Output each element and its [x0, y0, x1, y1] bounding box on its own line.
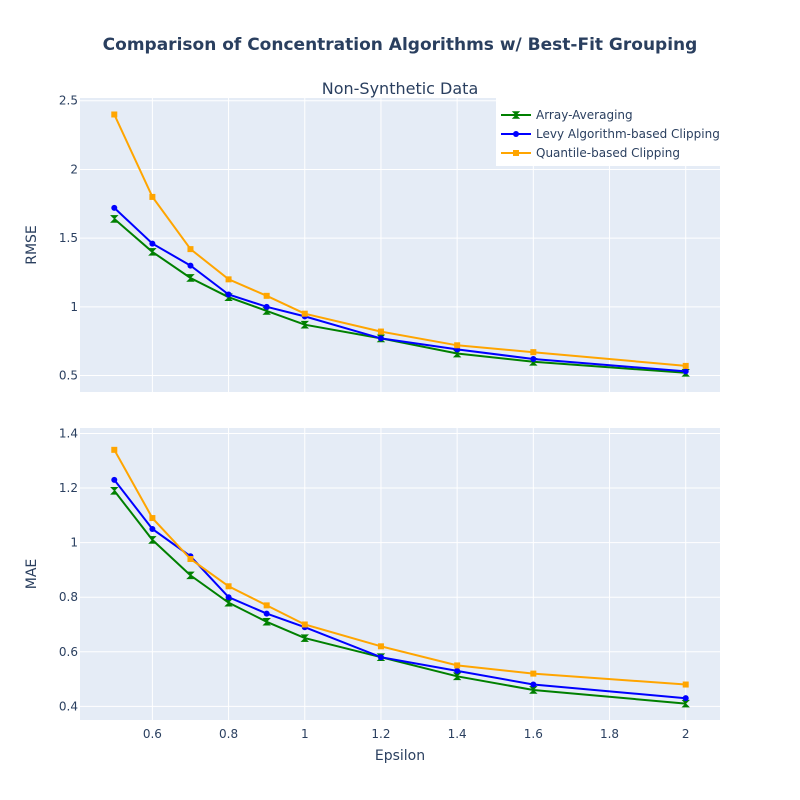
legend-item-levy-algorithm-based-clipping[interactable]: Levy Algorithm-based Clipping [501, 127, 720, 141]
data-point-quantile-based-clipping [187, 246, 194, 253]
data-point-array-averaging [262, 617, 271, 626]
y-tick-label: 0.5 [59, 369, 78, 383]
data-point-quantile-based-clipping [187, 555, 194, 562]
legend-background [496, 98, 722, 166]
data-point-array-averaging [300, 634, 309, 642]
subplot-title: Non-Synthetic Data [322, 79, 479, 98]
data-point-quantile-based-clipping [377, 328, 384, 335]
data-point-quantile-based-clipping [111, 446, 118, 453]
y-tick-label: 0.6 [59, 645, 78, 659]
series-quantile-based-clipping-top [111, 111, 689, 369]
y-tick-label: 1 [70, 536, 78, 550]
legend-swatch-marker [513, 150, 519, 156]
x-tick-label: 0.8 [219, 727, 238, 741]
data-point-quantile-based-clipping [149, 515, 156, 522]
data-point-levy-algorithm-based-clipping [377, 335, 384, 342]
data-point-array-averaging [186, 571, 195, 580]
data-point-levy-algorithm-based-clipping [263, 303, 270, 310]
data-point-quantile-based-clipping [225, 583, 232, 590]
data-point-levy-algorithm-based-clipping [225, 291, 232, 298]
data-point-levy-algorithm-based-clipping [111, 204, 118, 211]
data-point-quantile-based-clipping [682, 362, 689, 369]
data-point-quantile-based-clipping [149, 193, 156, 200]
data-point-array-averaging [110, 486, 119, 495]
data-point-array-averaging [148, 536, 157, 544]
y-tick-label: 1.2 [59, 481, 78, 495]
data-point-quantile-based-clipping [454, 662, 461, 669]
data-point-quantile-based-clipping [530, 349, 537, 356]
data-point-levy-algorithm-based-clipping [149, 525, 156, 532]
data-point-levy-algorithm-based-clipping [530, 356, 537, 363]
data-point-quantile-based-clipping [263, 292, 270, 299]
data-point-quantile-based-clipping [682, 681, 689, 688]
y-tick-label: 1 [70, 300, 78, 314]
y-tick-label: 2.5 [59, 94, 78, 108]
data-point-levy-algorithm-based-clipping [377, 654, 384, 661]
x-tick-label: 1.8 [600, 727, 619, 741]
series-levy-algorithm-based-clipping-top [111, 204, 689, 375]
series-quantile-based-clipping-bottom [111, 446, 689, 688]
data-point-quantile-based-clipping [301, 310, 308, 317]
x-tick-label: 0.6 [143, 727, 162, 741]
legend-swatch-marker [513, 131, 519, 137]
series-array-averaging-top [110, 215, 690, 377]
data-point-quantile-based-clipping [530, 670, 537, 677]
data-point-quantile-based-clipping [377, 643, 384, 650]
series-line-quantile-based-clipping [113, 449, 686, 686]
data-point-levy-algorithm-based-clipping [530, 681, 537, 688]
x-tick-label: 1.4 [448, 727, 467, 741]
y-tick-label: 0.8 [59, 590, 78, 604]
data-point-quantile-based-clipping [225, 276, 232, 283]
data-point-levy-algorithm-based-clipping [682, 695, 689, 702]
y-axis-title-top: RMSE [24, 225, 40, 265]
data-point-quantile-based-clipping [263, 602, 270, 609]
legend-item-array-averaging[interactable]: Array-Averaging [501, 108, 633, 122]
series-line-levy-algorithm-based-clipping [113, 207, 686, 373]
data-point-quantile-based-clipping [301, 621, 308, 628]
data-point-array-averaging [148, 248, 157, 256]
data-point-levy-algorithm-based-clipping [682, 368, 689, 375]
x-tick-label: 1.6 [524, 727, 543, 741]
x-tick-label: 2 [682, 727, 690, 741]
series-line-array-averaging [113, 490, 686, 705]
y-tick-label: 2 [70, 162, 78, 176]
legend-label: Levy Algorithm-based Clipping [536, 127, 720, 141]
y-tick-label: 1.5 [59, 231, 78, 245]
legend-label: Quantile-based Clipping [536, 146, 680, 160]
legend-swatch-marker [511, 111, 521, 119]
y-tick-label: 1.4 [59, 426, 78, 440]
legend-item-quantile-based-clipping[interactable]: Quantile-based Clipping [501, 146, 680, 160]
x-tick-label: 1 [301, 727, 309, 741]
plot-area-bottom [80, 428, 720, 720]
series-line-array-averaging [113, 218, 686, 374]
data-point-array-averaging [300, 320, 309, 329]
y-tick-label: 0.4 [59, 699, 78, 713]
x-axis-title: Epsilon [375, 748, 425, 764]
y-axis-title-bottom: MAE [24, 559, 40, 590]
data-point-array-averaging [186, 274, 195, 282]
series-line-quantile-based-clipping [113, 114, 686, 367]
series-line-levy-algorithm-based-clipping [113, 479, 686, 700]
data-point-quantile-based-clipping [111, 111, 118, 118]
data-point-levy-algorithm-based-clipping [149, 240, 156, 247]
data-point-levy-algorithm-based-clipping [187, 262, 194, 269]
panel-bottom: 0.6 0.8 1 1.2 1.4 1.6 1.8 2 0.4 0.6 0.8 1 1.2 1.4 MAE E… [24, 426, 720, 764]
data-point-array-averaging [110, 215, 119, 223]
data-point-levy-algorithm-based-clipping [263, 610, 270, 617]
data-point-levy-algorithm-based-clipping [111, 476, 118, 483]
legend-label: Array-Averaging [536, 108, 633, 122]
legend[interactable]: Array-Averaging Levy Algorithm-based Clip… [496, 98, 722, 166]
data-point-levy-algorithm-based-clipping [225, 594, 232, 601]
data-point-quantile-based-clipping [454, 342, 461, 349]
data-point-levy-algorithm-based-clipping [454, 667, 461, 674]
chart-title: Comparison of Concentration Algorithms w… [103, 35, 698, 55]
x-tick-label: 1.2 [371, 727, 390, 741]
